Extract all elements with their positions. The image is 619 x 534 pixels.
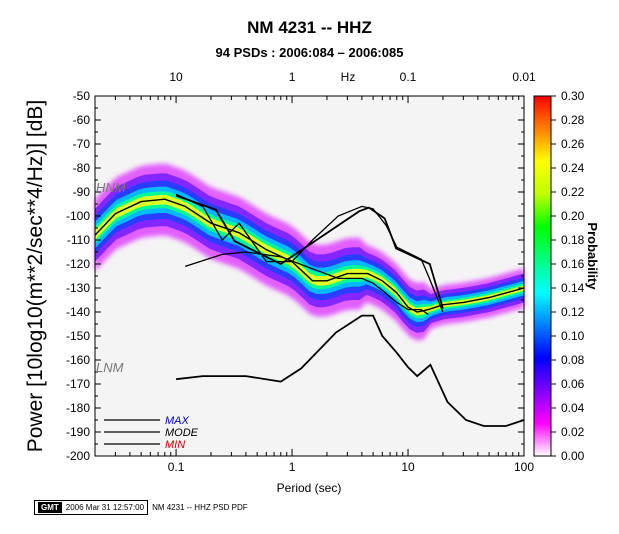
colorbar-tick-label: 0.12 — [561, 305, 585, 319]
chart-subtitle: 94 PSDs : 2006:084 – 2006:085 — [215, 45, 404, 60]
colorbar-label: Probability — [585, 222, 600, 290]
colorbar-tick-label: 0.00 — [561, 449, 585, 463]
y-tick-label: -170 — [66, 377, 90, 391]
x-tick-label: 100 — [514, 460, 534, 474]
y-tick-label: -150 — [66, 329, 90, 343]
y-tick-label: -80 — [73, 161, 91, 175]
x-tick-label: 10 — [401, 460, 415, 474]
lnm-label: LNM — [96, 360, 124, 375]
colorbar-tick-label: 0.14 — [561, 281, 585, 295]
pdf-band — [95, 195, 524, 316]
colorbar-tick-label: 0.10 — [561, 329, 585, 343]
nlnm-curve — [175, 314, 525, 427]
top-tick-label: 0.1 — [400, 70, 417, 84]
footer-caption: NM 4231 -- HHZ PSD PDF — [152, 503, 248, 512]
y-tick-label: -140 — [66, 305, 90, 319]
footer: GMT 2006 Mar 31 12:57:00 NM 4231 -- HHZ … — [34, 500, 248, 515]
colorbar-tick-label: 0.26 — [561, 137, 585, 151]
nhnm-curve — [175, 194, 444, 309]
colorbar-tick-label: 0.16 — [561, 257, 585, 271]
legend-label-mode: MODE — [165, 427, 199, 439]
colorbar-tick-label: 0.30 — [561, 89, 585, 103]
max-curve — [175, 193, 444, 313]
top-tick-label: 0.01 — [512, 70, 536, 84]
colorbar-tick-label: 0.22 — [561, 185, 585, 199]
colorbar-tick-label: 0.06 — [561, 377, 585, 391]
y-tick-label: -60 — [73, 113, 91, 127]
x-tick-label: 0.1 — [168, 460, 185, 474]
y-tick-label: -70 — [73, 137, 91, 151]
top-axis-label: Hz — [341, 70, 356, 84]
y-tick-label: -160 — [66, 353, 90, 367]
colorbar-tick-label: 0.08 — [561, 353, 585, 367]
y-tick-label: -190 — [66, 425, 90, 439]
colorbar-tick-label: 0.20 — [561, 209, 585, 223]
gmt-logo: GMT — [38, 502, 62, 513]
chart-title: NM 4231 -- HHZ — [247, 18, 372, 37]
colorbar — [533, 95, 552, 457]
y-tick-label: -50 — [73, 89, 91, 103]
min-curve — [184, 251, 429, 315]
y-tick-label: -180 — [66, 401, 90, 415]
pdf-band — [95, 191, 524, 319]
y-tick-label: -110 — [67, 233, 90, 247]
top-tick-label: 10 — [169, 70, 183, 84]
y-tick-label: -90 — [73, 185, 91, 199]
colorbar-tick-label: 0.24 — [561, 161, 585, 175]
y-tick-label: -100 — [66, 209, 90, 223]
colorbar-tick-label: 0.28 — [561, 113, 585, 127]
y-tick-label: -120 — [66, 257, 90, 271]
top-tick-label: 1 — [289, 70, 296, 84]
footer-stamp: GMT 2006 Mar 31 12:57:00 — [34, 500, 149, 515]
colorbar-tick-label: 0.04 — [561, 401, 585, 415]
hnm-label: HNM — [96, 180, 126, 195]
legend-label-max: MAX — [165, 415, 190, 427]
y-axis-label: Power [10log10(m**2/sec**4/Hz)] [dB] — [24, 100, 47, 453]
x-tick-label: 1 — [289, 460, 296, 474]
y-tick-label: -130 — [66, 281, 90, 295]
colorbar-tick-label: 0.02 — [561, 425, 585, 439]
footer-timestamp: 2006 Mar 31 12:57:00 — [65, 503, 145, 512]
colorbar-tick-label: 0.18 — [561, 233, 585, 247]
x-axis-label: Period (sec) — [277, 481, 342, 495]
y-tick-label: -200 — [66, 449, 90, 463]
mode-curve — [94, 198, 525, 313]
legend-label-min: MIN — [165, 439, 185, 451]
